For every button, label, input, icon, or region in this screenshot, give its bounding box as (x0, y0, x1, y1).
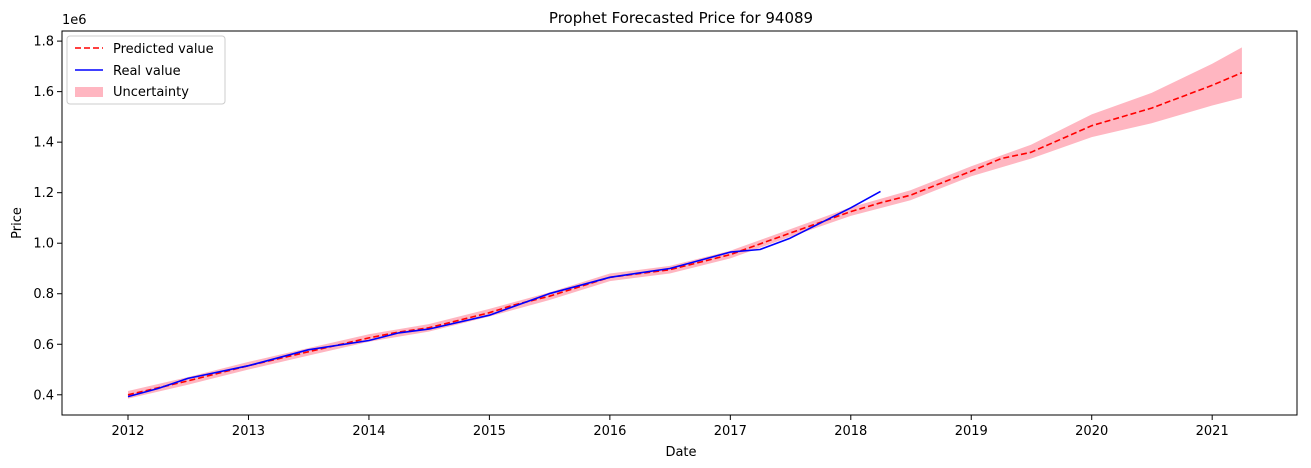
legend-uncertainty-label: Uncertainty (113, 85, 189, 100)
plot-area-frame (61, 30, 1298, 416)
x-tick-label: 2016 (593, 424, 626, 439)
y-axis-label: Price (10, 207, 25, 239)
x-tick-label: 2012 (111, 424, 144, 439)
y-tick-label: 1.4 (33, 136, 54, 151)
legend-uncertainty-swatch (75, 87, 103, 97)
legend-real-label: Real value (113, 64, 181, 79)
x-tick-label: 2018 (834, 424, 867, 439)
y-offset-label: 1e6 (62, 13, 87, 28)
y-tick-label: 0.4 (33, 388, 54, 403)
y-tick-label: 1.0 (33, 237, 54, 252)
legend: Predicted value Real value Uncertainty (66, 35, 226, 105)
y-tick-label: 1.2 (33, 186, 54, 201)
y-tick-label: 0.8 (33, 287, 54, 302)
predicted-value-line (127, 71, 1243, 396)
y-tick-label: 1.6 (33, 85, 54, 100)
chart-title: Prophet Forecasted Price for 94089 (549, 9, 813, 27)
y-tick-label: 0.6 (33, 338, 54, 353)
x-axis-label: Date (665, 445, 696, 460)
x-tick-label: 2020 (1075, 424, 1108, 439)
x-tick-label: 2017 (714, 424, 747, 439)
legend-box (66, 35, 226, 105)
y-tick-label: 1.8 (33, 35, 54, 50)
x-tick-label: 2014 (352, 424, 385, 439)
legend-predicted-label: Predicted value (113, 42, 214, 57)
real-value-line (127, 190, 881, 398)
x-tick-label: 2021 (1196, 424, 1229, 439)
x-tick-label: 2019 (955, 424, 988, 439)
x-tick-label: 2015 (473, 424, 506, 439)
x-tick-label: 2013 (232, 424, 265, 439)
